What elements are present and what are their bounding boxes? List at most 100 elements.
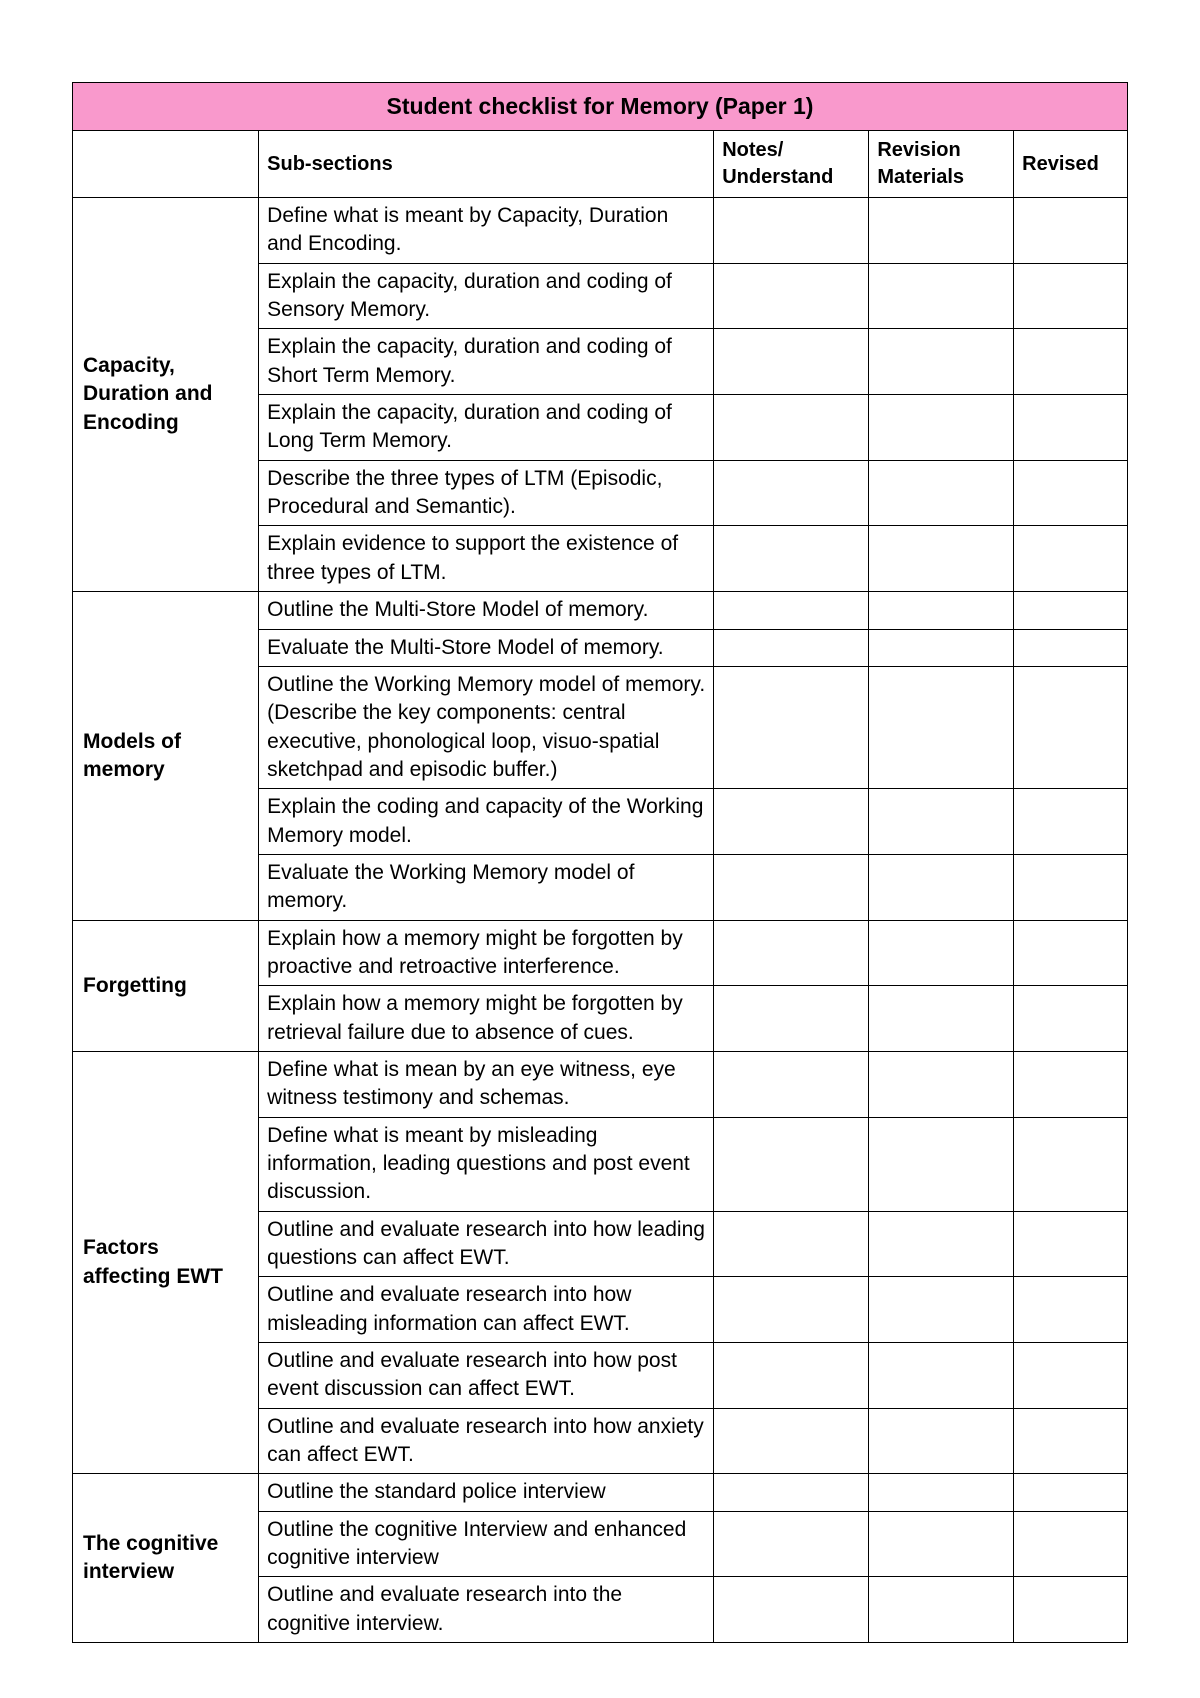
- notes-cell[interactable]: [714, 1211, 869, 1277]
- notes-cell[interactable]: [714, 1117, 869, 1211]
- revised-cell[interactable]: [1014, 1051, 1128, 1117]
- notes-cell[interactable]: [714, 1408, 869, 1474]
- col-revision-header: Revision Materials: [869, 131, 1014, 198]
- revised-cell[interactable]: [1014, 329, 1128, 395]
- notes-cell[interactable]: [714, 526, 869, 592]
- notes-cell[interactable]: [714, 329, 869, 395]
- revised-cell[interactable]: [1014, 629, 1128, 666]
- notes-cell[interactable]: [714, 1277, 869, 1343]
- revised-cell[interactable]: [1014, 1277, 1128, 1343]
- revised-cell[interactable]: [1014, 986, 1128, 1052]
- revised-cell[interactable]: [1014, 1577, 1128, 1643]
- notes-cell[interactable]: [714, 666, 869, 788]
- subsection-text: Outline and evaluate research into how a…: [259, 1408, 714, 1474]
- notes-cell[interactable]: [714, 1051, 869, 1117]
- notes-cell[interactable]: [714, 460, 869, 526]
- checklist-table: Student checklist for Memory (Paper 1) S…: [72, 82, 1128, 1643]
- section-name: Models of memory: [73, 592, 259, 920]
- revision-cell[interactable]: [869, 526, 1014, 592]
- subsection-text: Outline the cognitive Interview and enha…: [259, 1511, 714, 1577]
- revision-cell[interactable]: [869, 789, 1014, 855]
- revised-cell[interactable]: [1014, 920, 1128, 986]
- notes-cell[interactable]: [714, 986, 869, 1052]
- revision-cell[interactable]: [869, 1474, 1014, 1511]
- revised-cell[interactable]: [1014, 198, 1128, 264]
- subsection-text: Explain evidence to support the existenc…: [259, 526, 714, 592]
- subsection-text: Evaluate the Working Memory model of mem…: [259, 854, 714, 920]
- revised-cell[interactable]: [1014, 395, 1128, 461]
- subsection-text: Outline the Working Memory model of memo…: [259, 666, 714, 788]
- subsection-text: Outline and evaluate research into the c…: [259, 1577, 714, 1643]
- notes-cell[interactable]: [714, 920, 869, 986]
- revision-cell[interactable]: [869, 1117, 1014, 1211]
- revision-cell[interactable]: [869, 986, 1014, 1052]
- table-row: The cognitive interviewOutline the stand…: [73, 1474, 1128, 1511]
- notes-cell[interactable]: [714, 1577, 869, 1643]
- subsection-text: Outline and evaluate research into how p…: [259, 1343, 714, 1409]
- notes-cell[interactable]: [714, 854, 869, 920]
- table-row: ForgettingExplain how a memory might be …: [73, 920, 1128, 986]
- revision-cell[interactable]: [869, 395, 1014, 461]
- subsection-text: Evaluate the Multi-Store Model of memory…: [259, 629, 714, 666]
- section-name: Capacity, Duration and Encoding: [73, 198, 259, 592]
- notes-cell[interactable]: [714, 789, 869, 855]
- subsection-text: Outline the Multi-Store Model of memory.: [259, 592, 714, 629]
- revised-cell[interactable]: [1014, 854, 1128, 920]
- revised-cell[interactable]: [1014, 1211, 1128, 1277]
- revision-cell[interactable]: [869, 263, 1014, 329]
- col-subsections-header: Sub-sections: [259, 131, 714, 198]
- revised-cell[interactable]: [1014, 460, 1128, 526]
- revised-cell[interactable]: [1014, 1408, 1128, 1474]
- revision-cell[interactable]: [869, 854, 1014, 920]
- subsection-text: Define what is meant by Capacity, Durati…: [259, 198, 714, 264]
- subsection-text: Define what is mean by an eye witness, e…: [259, 1051, 714, 1117]
- table-row: Capacity, Duration and EncodingDefine wh…: [73, 198, 1128, 264]
- revision-cell[interactable]: [869, 592, 1014, 629]
- subsection-text: Outline and evaluate research into how l…: [259, 1211, 714, 1277]
- revision-cell[interactable]: [869, 329, 1014, 395]
- revision-cell[interactable]: [869, 1211, 1014, 1277]
- notes-cell[interactable]: [714, 1474, 869, 1511]
- revision-cell[interactable]: [869, 1051, 1014, 1117]
- subsection-text: Explain the capacity, duration and codin…: [259, 329, 714, 395]
- notes-cell[interactable]: [714, 1343, 869, 1409]
- notes-cell[interactable]: [714, 395, 869, 461]
- revision-cell[interactable]: [869, 1277, 1014, 1343]
- notes-cell[interactable]: [714, 198, 869, 264]
- revision-cell[interactable]: [869, 198, 1014, 264]
- revised-cell[interactable]: [1014, 263, 1128, 329]
- table-title: Student checklist for Memory (Paper 1): [73, 83, 1128, 131]
- section-name: The cognitive interview: [73, 1474, 259, 1643]
- revised-cell[interactable]: [1014, 1117, 1128, 1211]
- col-revised-header: Revised: [1014, 131, 1128, 198]
- title-row: Student checklist for Memory (Paper 1): [73, 83, 1128, 131]
- revision-cell[interactable]: [869, 460, 1014, 526]
- notes-cell[interactable]: [714, 1511, 869, 1577]
- notes-cell[interactable]: [714, 592, 869, 629]
- revision-cell[interactable]: [869, 1577, 1014, 1643]
- subsection-text: Explain the capacity, duration and codin…: [259, 263, 714, 329]
- revised-cell[interactable]: [1014, 592, 1128, 629]
- revised-cell[interactable]: [1014, 1343, 1128, 1409]
- subsection-text: Outline and evaluate research into how m…: [259, 1277, 714, 1343]
- revised-cell[interactable]: [1014, 1474, 1128, 1511]
- revised-cell[interactable]: [1014, 526, 1128, 592]
- subsection-text: Outline the standard police interview: [259, 1474, 714, 1511]
- notes-cell[interactable]: [714, 263, 869, 329]
- subsection-text: Explain the coding and capacity of the W…: [259, 789, 714, 855]
- revised-cell[interactable]: [1014, 1511, 1128, 1577]
- col-notes-header: Notes/ Understand: [714, 131, 869, 198]
- notes-cell[interactable]: [714, 629, 869, 666]
- revision-cell[interactable]: [869, 1343, 1014, 1409]
- revision-cell[interactable]: [869, 666, 1014, 788]
- header-row: Sub-sections Notes/ Understand Revision …: [73, 131, 1128, 198]
- revised-cell[interactable]: [1014, 789, 1128, 855]
- revision-cell[interactable]: [869, 629, 1014, 666]
- revision-cell[interactable]: [869, 1511, 1014, 1577]
- table-row: Factors affecting EWTDefine what is mean…: [73, 1051, 1128, 1117]
- revision-cell[interactable]: [869, 1408, 1014, 1474]
- subsection-text: Explain the capacity, duration and codin…: [259, 395, 714, 461]
- section-name: Factors affecting EWT: [73, 1051, 259, 1473]
- revision-cell[interactable]: [869, 920, 1014, 986]
- revised-cell[interactable]: [1014, 666, 1128, 788]
